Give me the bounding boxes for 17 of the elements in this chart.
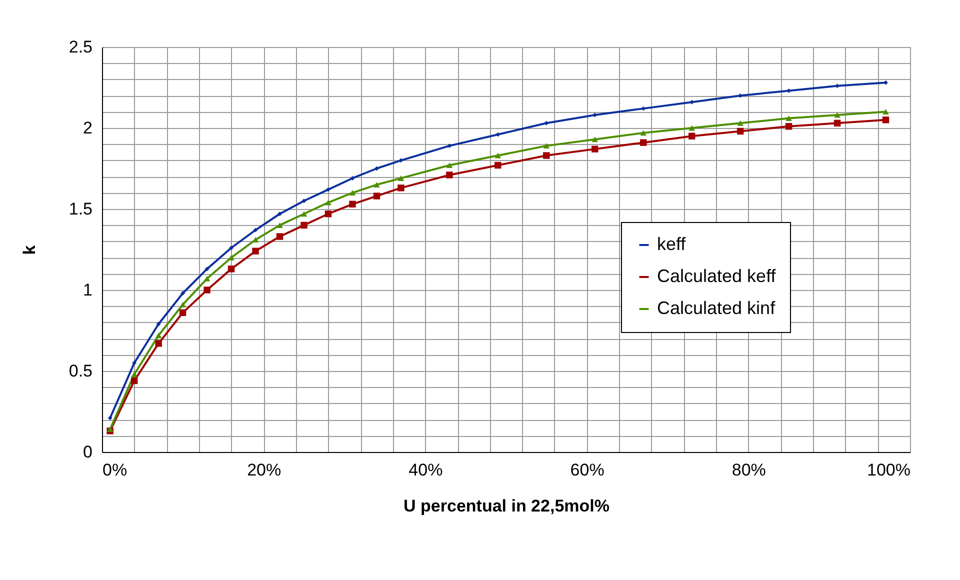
y-tick-label: 2 [83, 118, 92, 138]
y-tick-label: 0.5 [68, 362, 92, 380]
y-tick-label: 1.5 [68, 200, 92, 218]
x-tick-label: 80% [732, 460, 766, 480]
x-tick-label: 100% [867, 460, 910, 480]
x-axis-title: U percentual in 22,5mol% [404, 496, 610, 516]
y-tick-label: 1 [83, 280, 92, 300]
x-tick-label: 0% [102, 460, 128, 480]
x-tick-label: 40% [408, 460, 443, 480]
y-tick-label: 0 [83, 442, 92, 462]
y-axis-title: k [20, 244, 39, 255]
x-tick-label: 20% [247, 460, 282, 480]
legend-label: keff [657, 234, 687, 254]
legend-label: Calculated keff [657, 266, 777, 286]
legend-label: Calculated kinf [657, 298, 776, 318]
y-tick-label: 2.5 [68, 38, 92, 56]
x-tick-label: 60% [570, 460, 604, 480]
